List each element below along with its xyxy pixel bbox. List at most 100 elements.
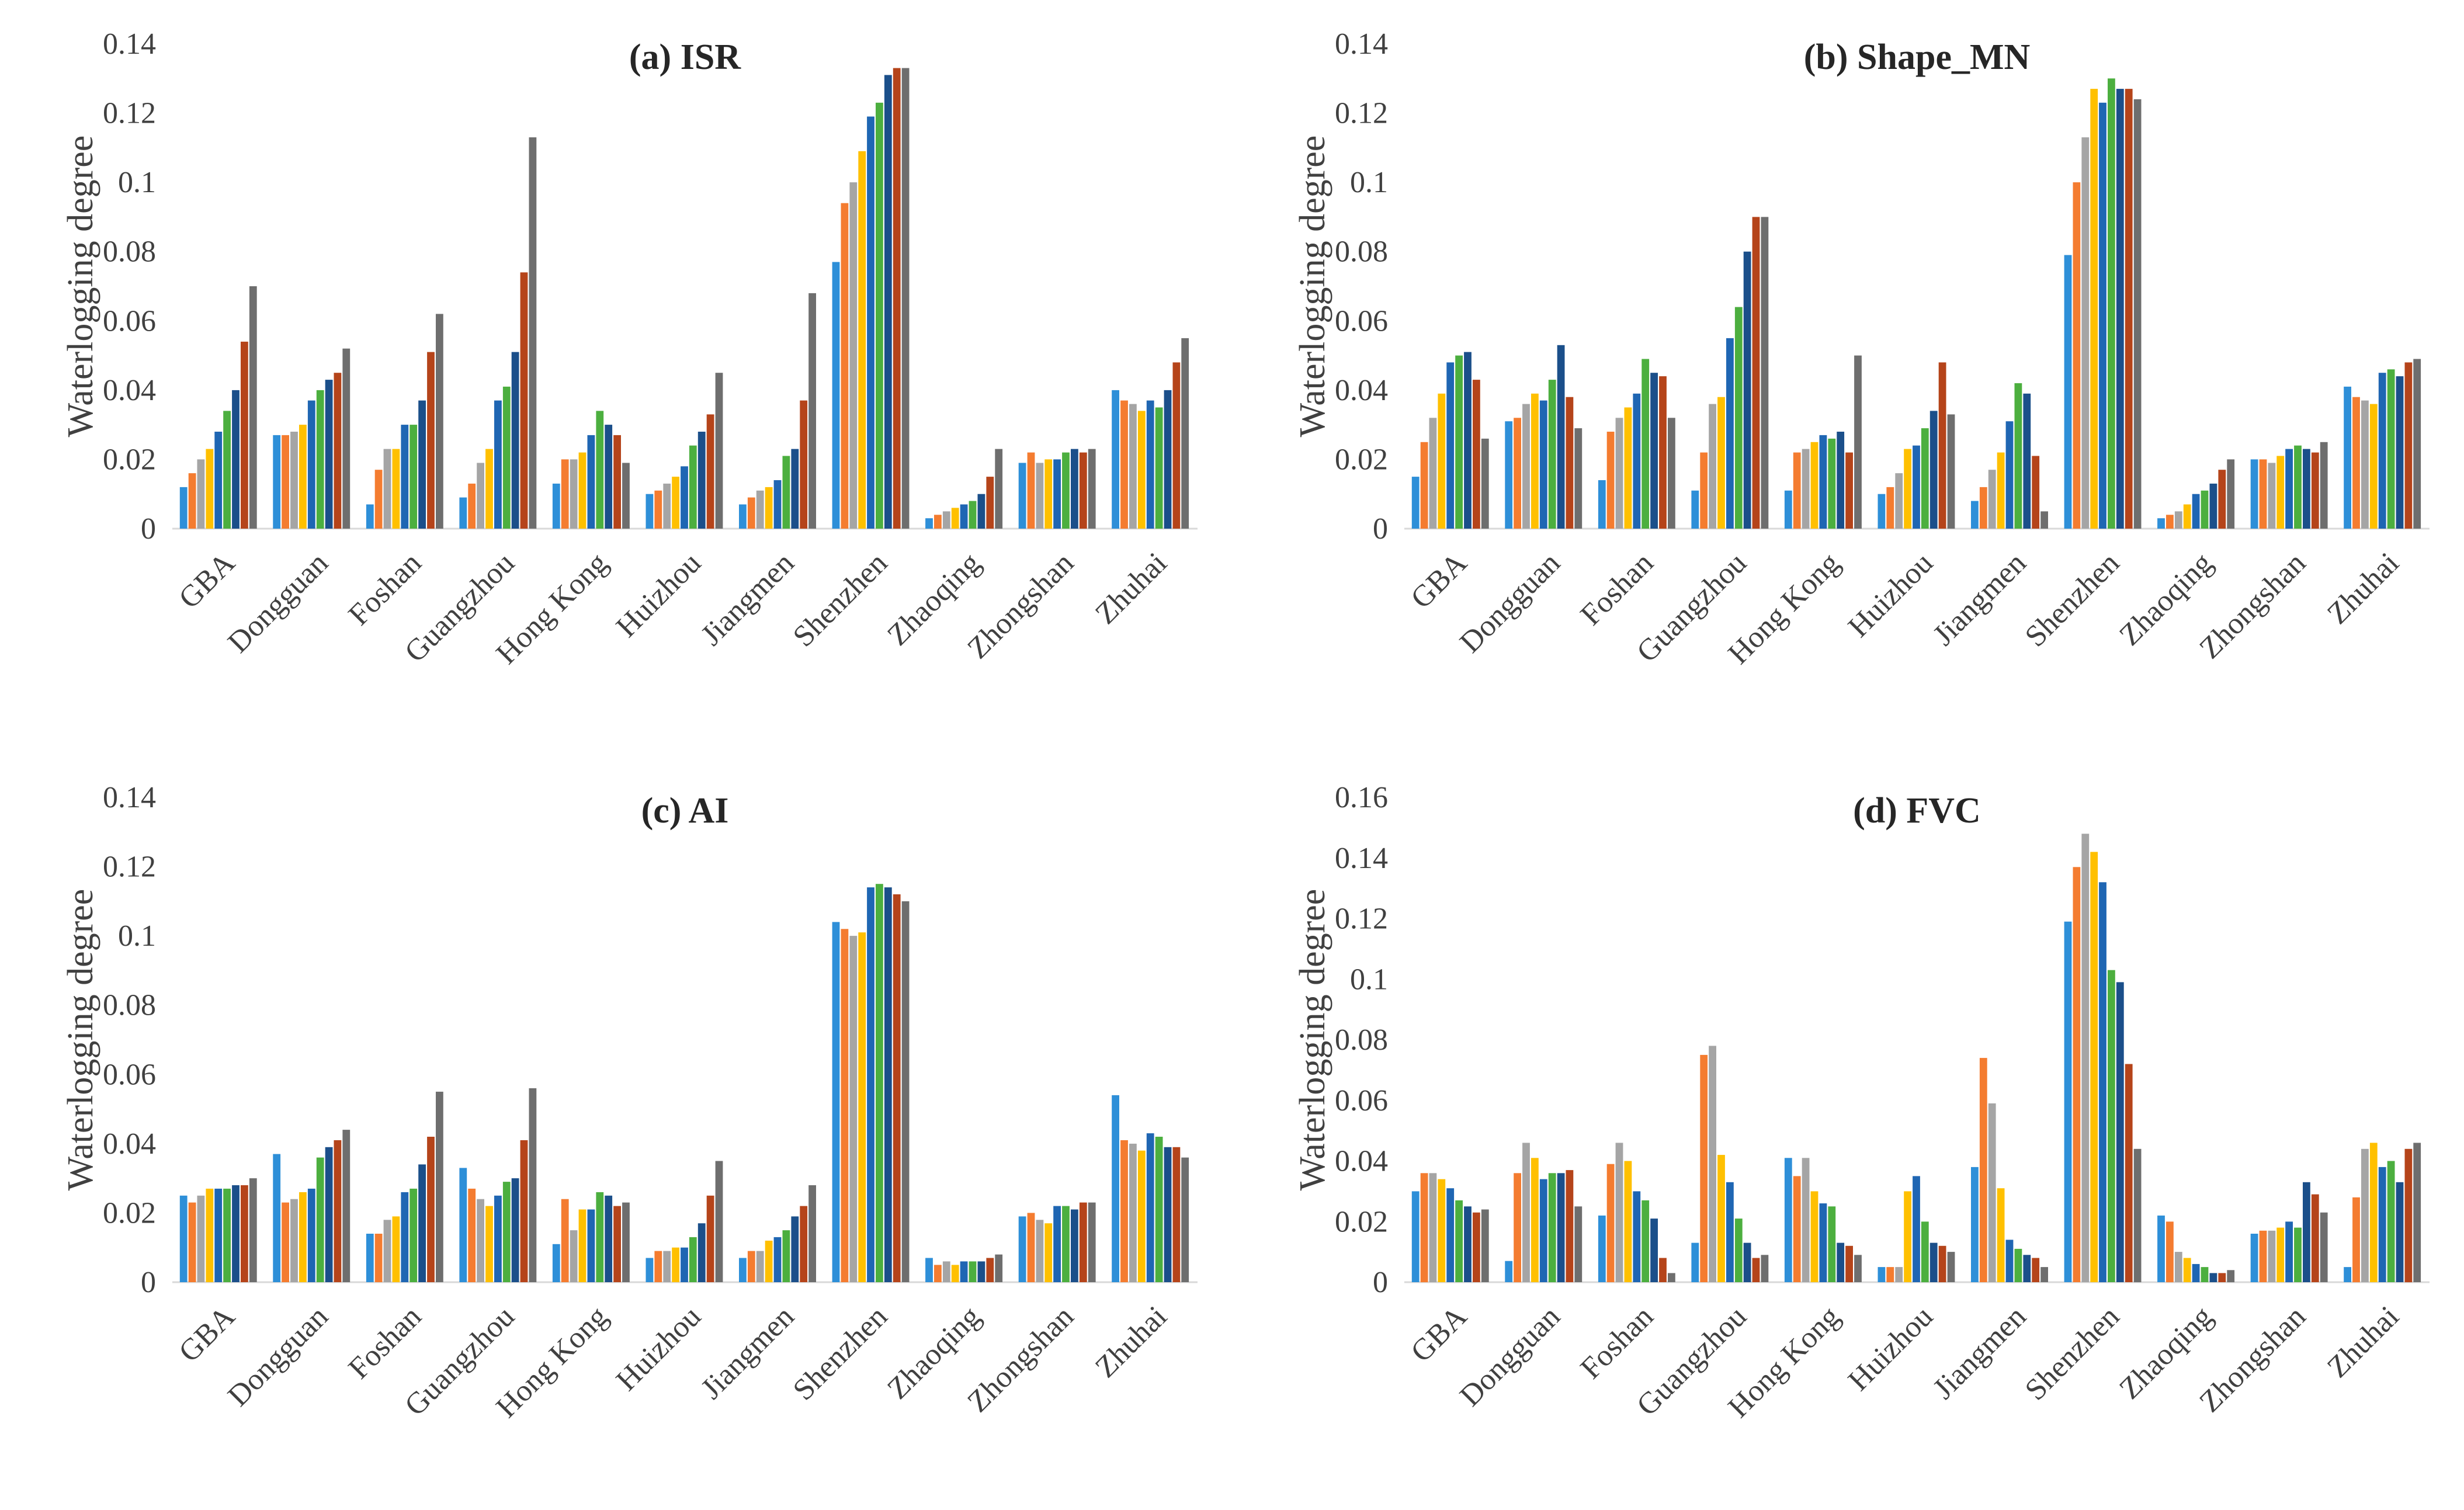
bar-zhongshan-9 [2320,1212,2328,1282]
bar-gba-8 [241,341,248,529]
chart-panel-b: (b) Shape_MN Waterlogging degree 0 0.02 0.04… [1232,0,2464,754]
bar-guangzhou-5 [1726,338,1734,529]
bar-gba-4 [1438,1179,1446,1282]
bar-dongguan-7 [325,1147,333,1282]
bar-gba-7 [1464,352,1472,529]
bar-jiangmen-3 [756,490,764,529]
bar-foshan-3 [383,1220,391,1282]
x-tick-label: Dongguan [1453,546,1566,659]
bar-jiangmen-6 [2014,1248,2022,1282]
y-tick-label: 0.14 [103,27,156,61]
bar-gba-2 [188,473,196,529]
bar-dongguan-8 [334,1140,342,1282]
bar-zhongshan-3 [2268,463,2276,529]
bar-shenzhen-5 [2099,102,2106,529]
bar-huizhou-2 [1886,1267,1894,1282]
bar-dongguan-2 [282,435,289,529]
bar-guangzhou-4 [1717,397,1725,529]
bar-hong-kong-2 [1793,452,1801,529]
bar-zhuhai-7 [2396,376,2404,529]
bar-gba-1 [179,1195,188,1282]
bar-foshan-8 [427,352,435,529]
bar-hong-kong-4 [578,1209,586,1282]
bar-jiangmen-1 [1971,1167,1979,1282]
y-tick-label: 0.16 [1335,781,1388,814]
bar-jiangmen-2 [1979,487,1987,529]
bar-huizhou-8 [706,1195,714,1282]
bar-shenzhen-9 [901,901,910,1282]
bar-shenzhen-2 [841,929,849,1282]
bar-hong-kong-3 [1802,1158,1810,1282]
bar-hong-kong-1 [1784,1158,1792,1282]
bar-jiangmen-6 [782,1230,790,1282]
bar-gba-6 [1455,1200,1463,1282]
x-tick-label: Zhuhai [1089,546,1173,630]
y-tick-label: 0 [141,512,156,546]
bar-jiangmen-2 [1979,1058,1987,1282]
bar-gba-2 [188,1202,196,1282]
bar-zhaoqing-9 [995,1254,1003,1282]
bar-dongguan-1 [1505,1261,1513,1282]
bar-dongguan-9 [342,1130,350,1282]
bar-jiangmen-8 [2032,1258,2040,1282]
bar-gba-1 [1411,1191,1420,1282]
bar-huizhou-8 [1938,362,1946,529]
bar-foshan-2 [1606,1164,1615,1282]
bar-foshan-9 [436,1091,443,1282]
bar-guangzhou-2 [1700,1054,1708,1282]
bar-gba-3 [1429,418,1437,529]
bar-hong-kong-4 [578,452,586,529]
bar-zhaoqing-2 [934,1265,942,1282]
bar-hong-kong-4 [1810,442,1818,529]
y-tick-label: 0.02 [103,443,156,476]
x-tick-label: Shenzhen [787,546,894,653]
bar-hong-kong-9 [622,463,630,529]
y-tick-label: 0.08 [103,235,156,269]
bar-guangzhou-5 [1726,1182,1734,1282]
bar-zhaoqing-9 [995,449,1003,529]
x-tick-label: GBA [1404,546,1473,615]
bar-guangzhou-4 [485,449,493,529]
bar-shenzhen-2 [841,203,849,529]
bar-guangzhou-7 [511,352,519,529]
chart-title: (a) ISR [629,37,741,77]
bar-hong-kong-9 [1854,355,1862,529]
bar-foshan-6 [1641,1200,1650,1282]
bar-shenzhen-6 [876,884,883,1282]
y-tick-label: 0.04 [1335,1145,1388,1178]
bar-foshan-4 [1624,1161,1632,1282]
bar-zhuhai-5 [2378,1167,2386,1282]
bar-foshan-8 [1659,1258,1667,1282]
bar-huizhou-5 [1913,1176,1920,1282]
bar-jiangmen-1 [1971,501,1979,529]
bar-zhuhai-2 [1120,400,1128,529]
bar-huizhou-9 [1947,1252,1955,1282]
bar-gba-2 [1420,1173,1428,1283]
bar-gba-5 [1446,1188,1455,1282]
y-tick-label: 0.1 [118,919,156,953]
bar-foshan-1 [1598,1215,1606,1282]
bar-zhongshan-4 [1044,459,1053,529]
bar-foshan-7 [1650,1219,1658,1282]
y-tick-label: 0.12 [103,97,156,130]
bar-zhaoqing-2 [2166,1221,2174,1283]
bar-huizhou-6 [1921,428,1929,529]
bar-foshan-3 [1615,1143,1623,1282]
bar-jiangmen-8 [800,400,808,529]
bar-zhaoqing-3 [2174,1252,2182,1282]
bar-guangzhou-8 [520,272,528,529]
bar-zhuhai-8 [1172,1147,1181,1282]
bar-guangzhou-3 [477,1199,484,1282]
bar-zhuhai-6 [1155,1137,1163,1282]
bar-zhaoqing-4 [2183,1258,2191,1282]
bar-foshan-3 [383,449,391,529]
bar-hong-kong-7 [605,1195,613,1282]
bar-gba-9 [249,1178,257,1282]
bar-hong-kong-7 [1837,1242,1845,1282]
bar-zhuhai-7 [2396,1182,2404,1282]
x-tick-label: Shenzhen [787,1300,894,1407]
chart-panel-d: (d) FVC Waterlogging degree 0 0.02 0.04 0.06 0… [1232,754,2464,1507]
bar-zhongshan-8 [2311,1194,2319,1282]
x-tick-label: Zhuhai [2321,546,2405,630]
bar-zhaoqing-9 [2227,459,2235,529]
